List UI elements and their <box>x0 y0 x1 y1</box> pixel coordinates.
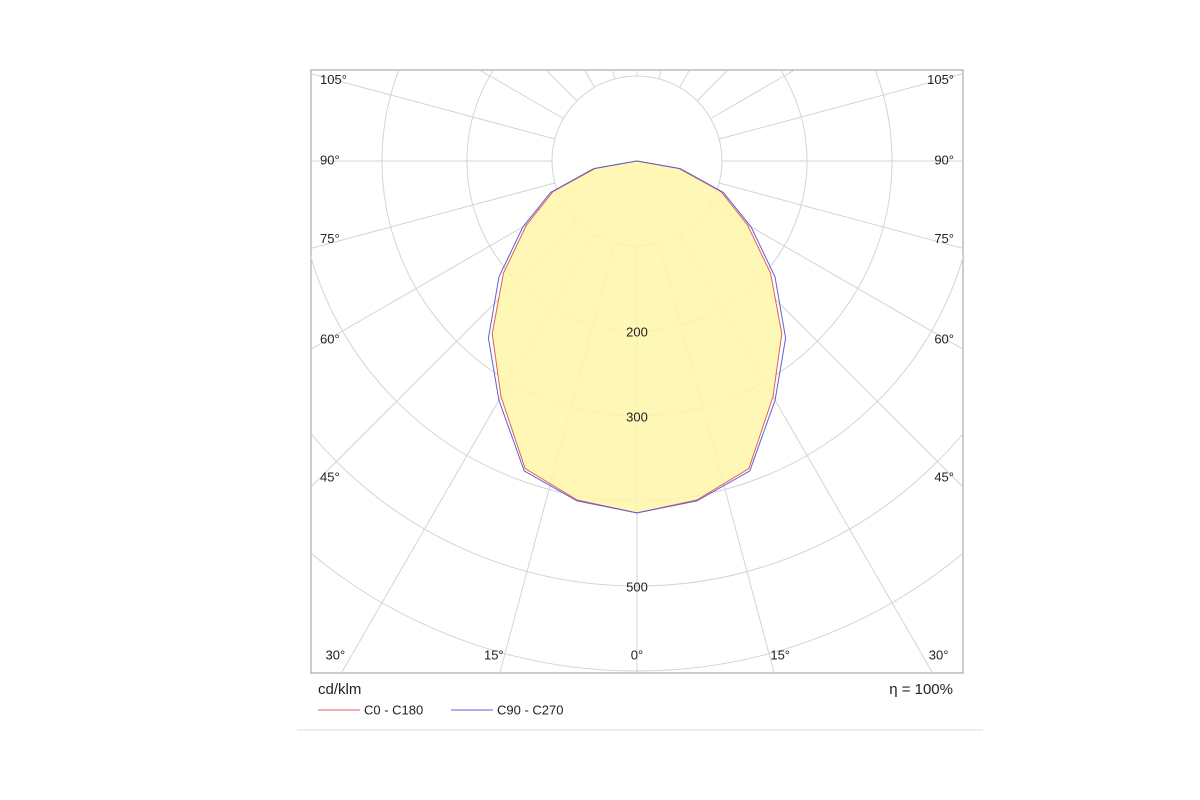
legend: C0 - C180 C90 - C270 <box>318 702 563 717</box>
angle-tick-label: 60° <box>320 332 340 347</box>
efficiency-label: η = 100% <box>889 681 953 698</box>
spoke <box>696 70 729 102</box>
unit-label: cd/klm <box>318 681 361 698</box>
intensity-curve <box>636 160 787 514</box>
spoke <box>679 70 690 88</box>
legend-label: C0 - C180 <box>364 702 423 717</box>
spoke <box>584 70 595 88</box>
spoke <box>311 182 556 249</box>
angle-tick-label: 75° <box>934 231 954 246</box>
spoke <box>710 203 963 350</box>
spoke <box>311 203 564 350</box>
ring-tick-label: 300 <box>626 409 648 424</box>
spoke <box>710 70 795 119</box>
ring-tick-label: 200 <box>626 324 648 339</box>
angle-tick-label: 15° <box>770 647 790 662</box>
angle-tick-label: 15° <box>484 647 504 662</box>
spoke <box>612 70 616 80</box>
spoke <box>545 70 578 102</box>
angle-tick-label: 90° <box>320 152 340 167</box>
angle-tick-label: 60° <box>934 332 954 347</box>
angle-tick-label: 90° <box>934 152 954 167</box>
angle-tick-label: 105° <box>927 72 954 87</box>
spoke <box>718 182 963 249</box>
intensity-area <box>492 161 782 513</box>
spoke <box>658 70 662 80</box>
angle-tick-label: 45° <box>320 469 340 484</box>
angle-tick-label: 45° <box>934 469 954 484</box>
labels: 0° 15° 15° 30° 30° 45° 45° 60° 60° 75° 75° 90° 90° 10… <box>320 72 954 662</box>
spoke <box>718 73 963 140</box>
angle-tick-label: 75° <box>320 231 340 246</box>
angle-tick-label: 30° <box>929 647 949 662</box>
spoke <box>311 73 556 140</box>
ring-tick-label: 500 <box>626 579 648 594</box>
intensity-curve <box>487 160 638 514</box>
angle-tick-label: 30° <box>326 647 346 662</box>
angle-tick-label: 0° <box>631 647 643 662</box>
spoke <box>479 70 564 119</box>
angle-tick-label: 105° <box>320 72 347 87</box>
legend-label: C90 - C270 <box>497 702 563 717</box>
curves <box>487 160 787 514</box>
